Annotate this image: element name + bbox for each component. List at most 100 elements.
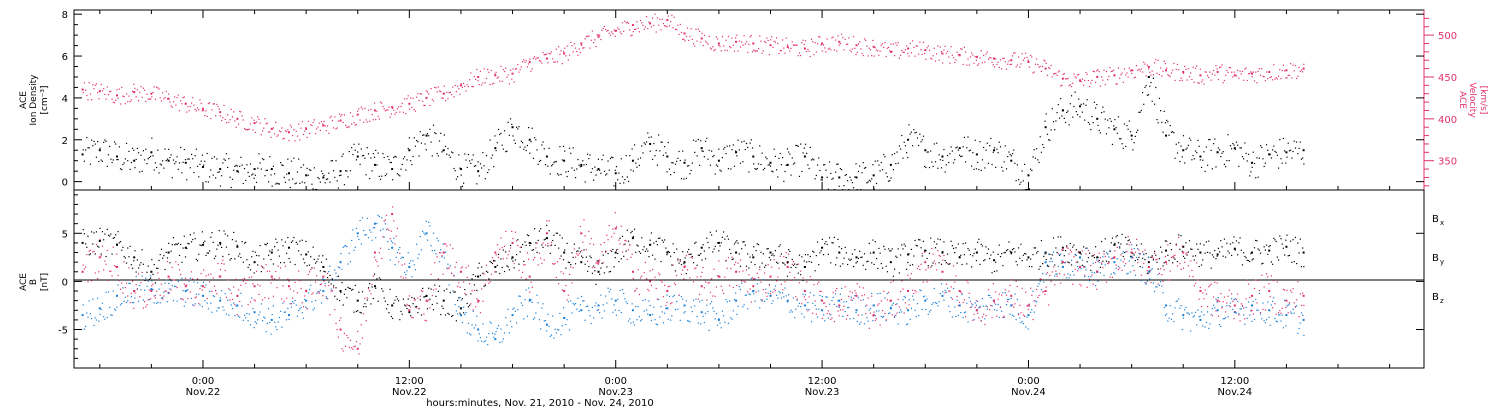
bz-dot [561, 289, 563, 291]
ion-density-dot [997, 152, 999, 154]
velocity-dot [511, 78, 513, 80]
bx-dot [212, 241, 214, 244]
bx-dot [963, 254, 965, 256]
velocity-dot [837, 35, 839, 37]
ion-density-dot [619, 182, 621, 184]
ion-density-dot [751, 147, 754, 149]
velocity-dot [848, 37, 850, 39]
velocity-dot [824, 47, 826, 49]
velocity-dot [726, 49, 728, 52]
velocity-dot [642, 24, 644, 26]
ion-density-dot [703, 156, 705, 158]
ion-density-dot [1205, 146, 1207, 148]
velocity-dot [461, 86, 464, 88]
ion-density-dot [125, 142, 128, 145]
by-dot [572, 302, 574, 305]
ion-density-dot [447, 147, 449, 150]
velocity-dot [182, 97, 184, 99]
by-dot [499, 341, 501, 343]
bx-dot [499, 272, 501, 275]
by-point [477, 328, 480, 331]
by-dot [1131, 244, 1133, 246]
ion-density-dot [107, 154, 110, 156]
bz-dot [411, 316, 413, 318]
velocity-dot [1210, 79, 1212, 81]
by-dot [1139, 253, 1141, 256]
velocity-dot [482, 82, 484, 84]
ion-density-dot [236, 165, 238, 167]
bx-dot [1220, 240, 1222, 242]
bz-dot [100, 255, 102, 257]
ion-density-dot [316, 188, 318, 191]
by-dot [594, 305, 596, 307]
ion-density-dot [776, 169, 778, 171]
by-dot [1164, 314, 1167, 316]
ion-density-dot [142, 150, 144, 152]
velocity-dot [749, 36, 751, 38]
velocity-dot [854, 47, 856, 49]
bx-dot [195, 258, 197, 260]
bz-point [425, 299, 428, 302]
velocity-dot [1037, 63, 1039, 66]
bz-dot [429, 307, 431, 309]
velocity-dot [843, 49, 845, 51]
velocity-dot [916, 45, 919, 47]
bx-dot [334, 295, 336, 297]
ion-density-dot [252, 173, 254, 175]
bx-dot [945, 262, 947, 264]
velocity-dot [1263, 76, 1265, 78]
velocity-dot [1161, 75, 1163, 77]
bx-dot [109, 235, 111, 237]
ion-density-dot [1300, 158, 1303, 160]
bx-dot [148, 278, 151, 281]
bx-dot [1009, 250, 1011, 252]
bz-point [115, 265, 118, 268]
velocity-dot [543, 54, 545, 56]
ion-density-dot [978, 168, 980, 171]
velocity-dot [111, 98, 113, 100]
ion-density-dot [146, 162, 148, 165]
bx-dot [1019, 257, 1021, 259]
by-dot [638, 316, 640, 318]
velocity-dot [209, 102, 211, 104]
by-dot [1211, 308, 1213, 310]
velocity-dot [136, 89, 138, 91]
bx-point [1044, 251, 1047, 254]
bx-dot [909, 264, 911, 266]
velocity-dot [237, 123, 240, 125]
bx-dot [596, 260, 598, 262]
bx-dot [717, 242, 719, 244]
bx-point [184, 246, 187, 249]
ion-density-dot [880, 161, 882, 164]
by-dot [1060, 253, 1062, 255]
ion-density-dot [225, 153, 228, 155]
bx-dot [230, 257, 232, 260]
bx-dot [1202, 259, 1204, 261]
velocity-dot [353, 122, 355, 124]
velocity-dot [1052, 73, 1055, 75]
by-dot [231, 308, 234, 310]
bx-dot [948, 263, 950, 265]
velocity-dot [440, 90, 442, 93]
bz-dot [107, 279, 110, 282]
bz-dot [171, 266, 173, 268]
bx-dot [186, 247, 188, 250]
by-dot [257, 319, 259, 321]
ion-density-dot [174, 163, 176, 165]
velocity-dot [240, 111, 242, 113]
bx-dot [791, 258, 793, 261]
bz-dot [478, 300, 480, 302]
bx-dot [995, 261, 997, 263]
velocity-dot [1155, 59, 1157, 61]
velocity-point [1010, 59, 1013, 62]
bx-dot [885, 265, 887, 267]
velocity-dot [1126, 72, 1128, 74]
bz-point [184, 285, 187, 288]
by-dot [644, 299, 646, 301]
bx-dot [760, 251, 762, 253]
bx-dot [489, 260, 491, 263]
bz-dot [513, 263, 515, 265]
ion-density-dot [148, 156, 151, 159]
by-dot [1190, 330, 1192, 332]
bx-point [150, 270, 153, 273]
